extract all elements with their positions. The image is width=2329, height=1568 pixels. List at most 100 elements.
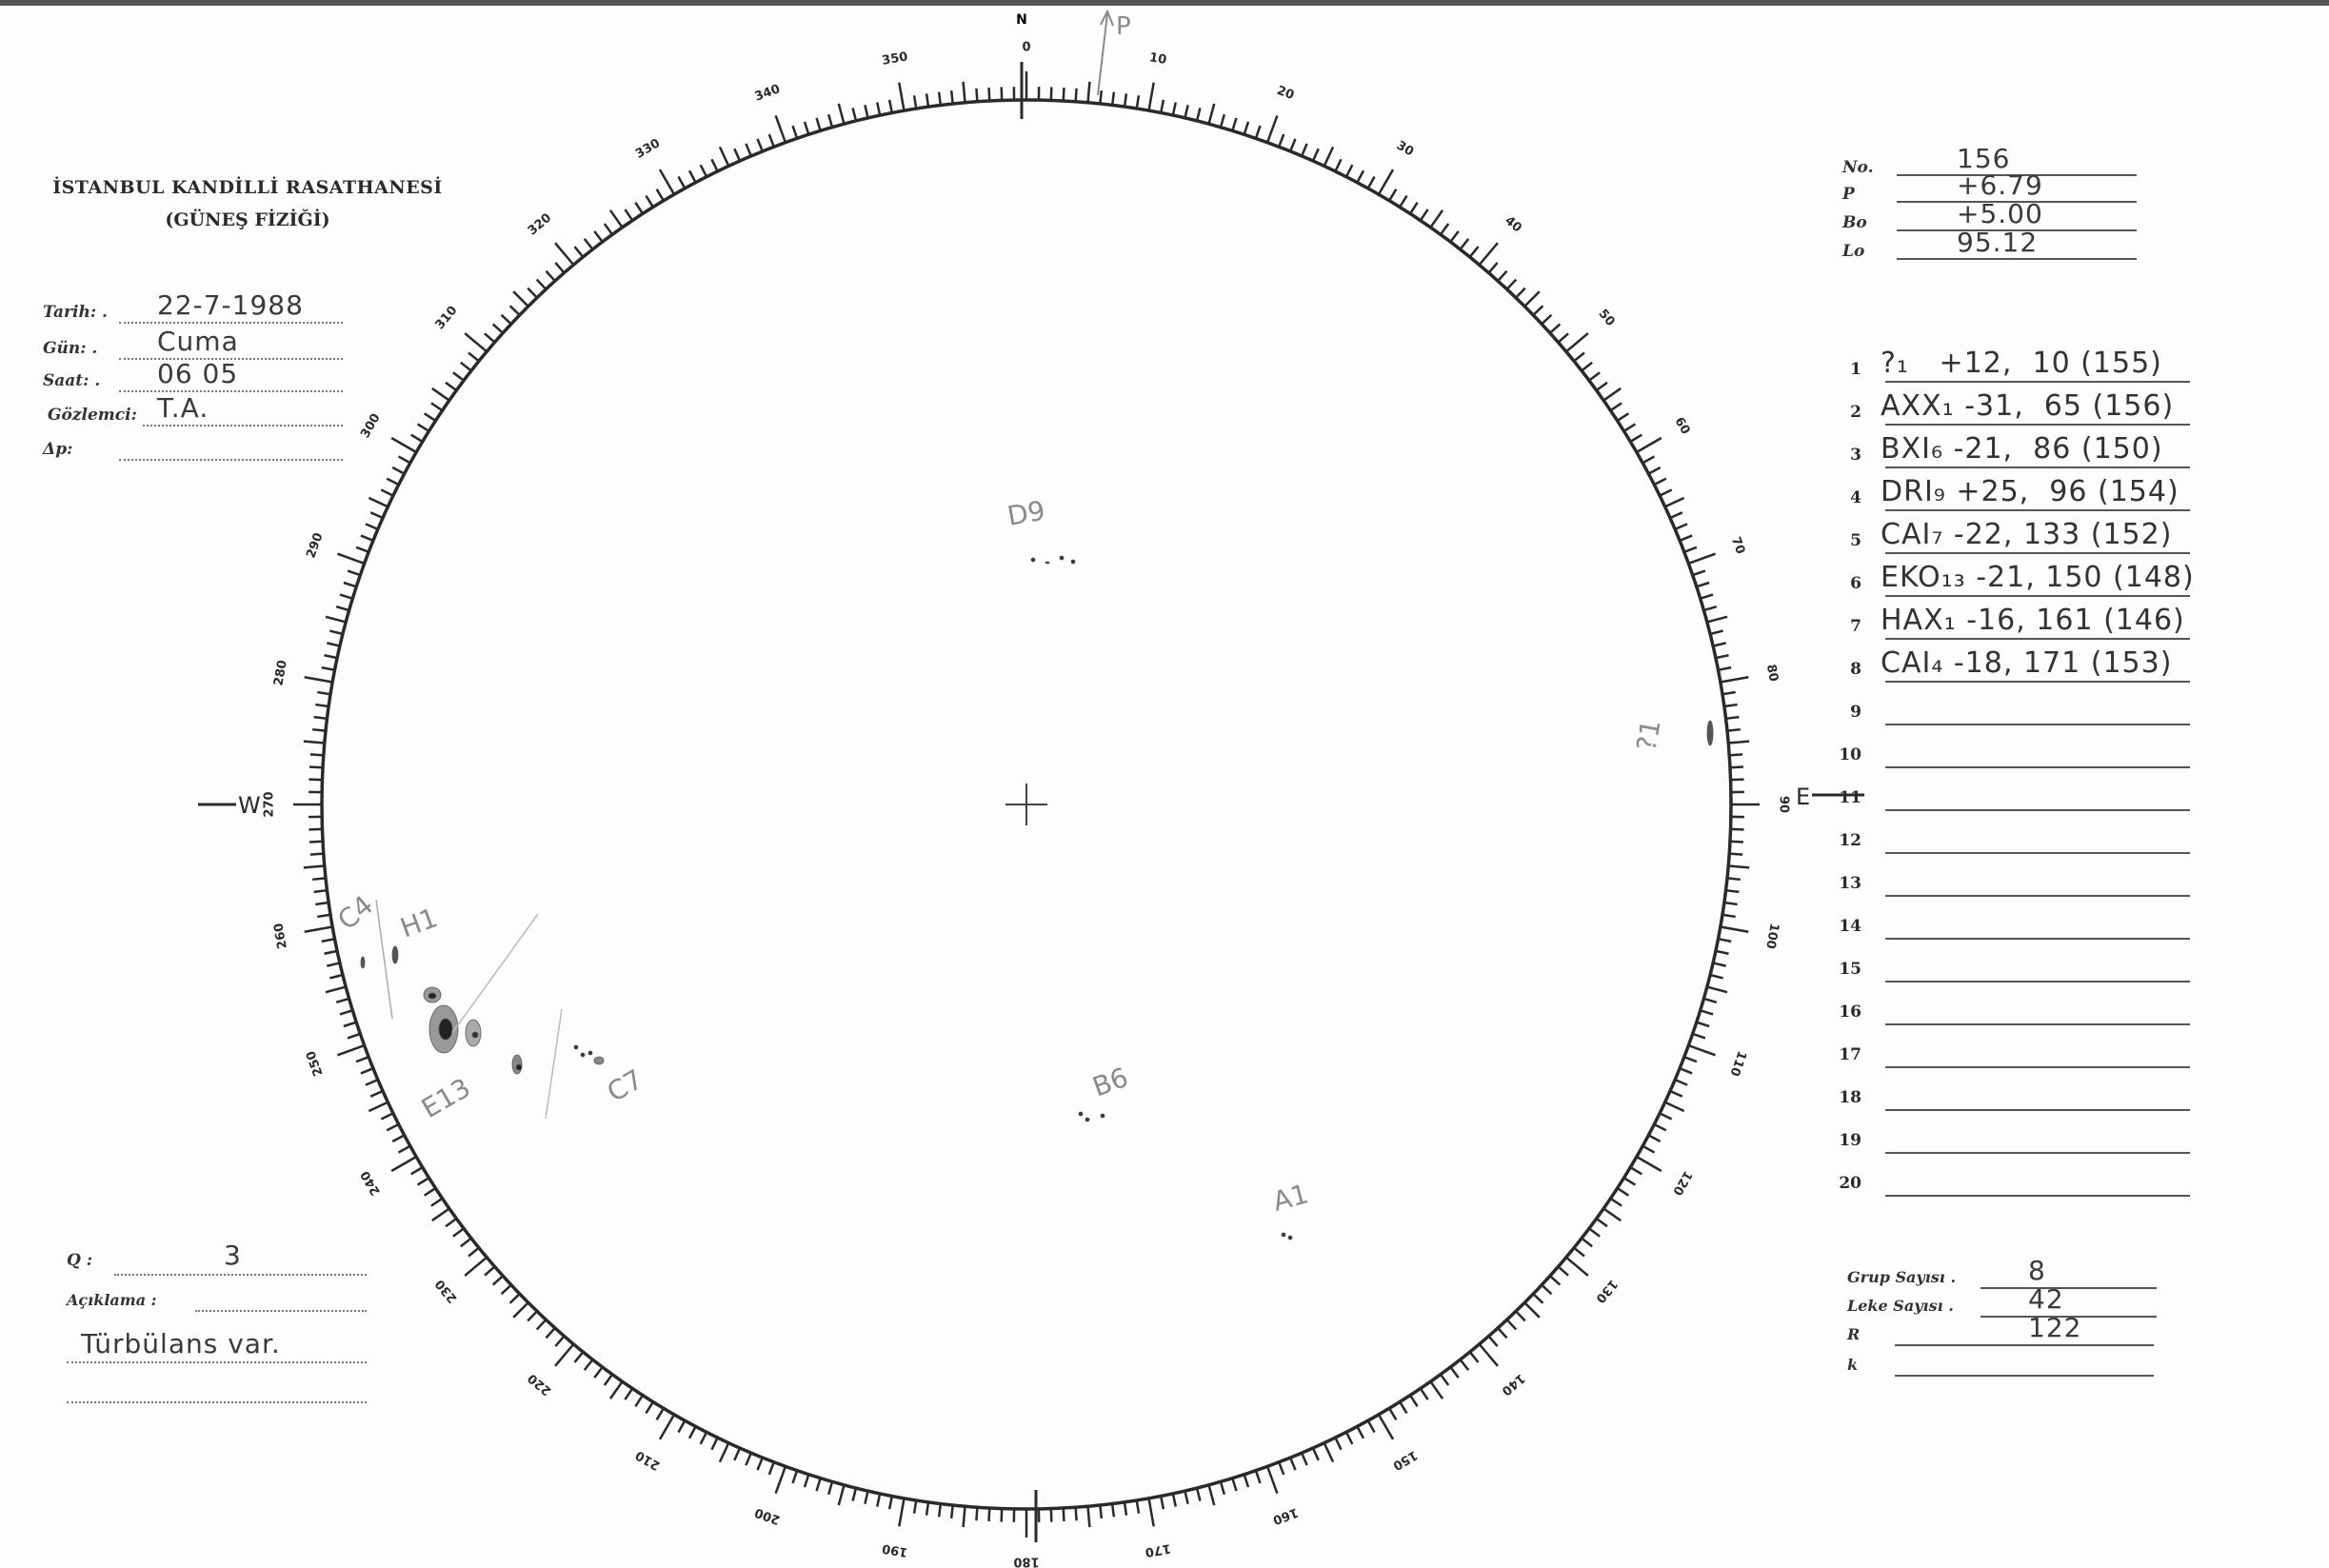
degree-tick <box>500 1283 512 1296</box>
degree-tick <box>1729 765 1744 769</box>
ring-label: 0 <box>1022 41 1030 55</box>
ring-label: 310 <box>433 304 461 332</box>
degree-tick <box>1195 1487 1202 1501</box>
degree-tick <box>634 1394 645 1408</box>
field-value-1[interactable]: Cuma <box>157 326 239 357</box>
ring-label: 250 <box>304 1049 326 1079</box>
group-row-text[interactable]: HAX₁ -16, 161 (146) <box>1881 604 2185 637</box>
degree-tick <box>464 332 488 353</box>
ephemeris-line <box>1897 174 2137 176</box>
ephemeris-value-3[interactable]: 95.12 <box>1957 227 2039 258</box>
ring-label: 180 <box>1013 1555 1039 1568</box>
degree-tick <box>583 238 594 250</box>
group-row-number: 8 <box>1850 660 1861 679</box>
q-value[interactable]: 3 <box>224 1240 242 1271</box>
group-row-text[interactable]: CAI₇ -22, 133 (152) <box>1881 518 2173 551</box>
summary-value-0[interactable]: 8 <box>2028 1255 2046 1286</box>
degree-tick <box>1532 305 1544 316</box>
group-row-text[interactable]: EKO₁₃ -21, 150 (148) <box>1881 561 2195 594</box>
summary-value-1[interactable]: 42 <box>2028 1283 2064 1315</box>
group-row-line <box>1885 938 2190 940</box>
degree-tick <box>391 1134 406 1143</box>
degree-tick <box>1709 973 1723 980</box>
ring-label: 60 <box>1671 415 1692 437</box>
institution-title: İSTANBUL KANDİLLİ RASATHANESİ <box>52 177 443 198</box>
ring-label: 240 <box>358 1168 384 1198</box>
degree-tick <box>718 146 730 167</box>
degree-tick <box>1609 1197 1622 1207</box>
ring-label: 330 <box>633 136 663 162</box>
group-row-text[interactable]: CAI₄ -18, 171 (153) <box>1881 646 2173 680</box>
degree-tick <box>1696 1021 1710 1028</box>
group-row-number: 6 <box>1850 574 1861 593</box>
degree-tick <box>1622 423 1637 432</box>
degree-tick <box>1683 1056 1698 1063</box>
group-row-line <box>1885 509 2190 511</box>
sunspot <box>580 1052 586 1058</box>
sunspot <box>471 1031 479 1039</box>
degree-tick <box>535 278 547 290</box>
degree-tick <box>1408 1394 1419 1408</box>
degree-tick <box>1702 997 1718 1004</box>
degree-tick <box>365 1078 379 1086</box>
summary-value-2[interactable]: 122 <box>2028 1312 2082 1343</box>
degree-tick <box>452 1227 465 1238</box>
degree-tick <box>677 175 687 189</box>
field-value-3[interactable]: T.A. <box>157 392 209 424</box>
field-value-2[interactable]: 06 05 <box>157 358 239 389</box>
degree-tick <box>1679 534 1693 542</box>
ephemeris-value-1[interactable]: +6.79 <box>1957 169 2043 201</box>
degree-tick <box>1278 1461 1285 1476</box>
group-row-number: 7 <box>1850 617 1861 636</box>
degree-tick <box>1344 164 1354 178</box>
group-row-number: 1 <box>1850 360 1861 379</box>
degree-tick <box>423 1186 437 1197</box>
remarks-value[interactable]: Türbülans var. <box>81 1328 281 1360</box>
group-row-number: 5 <box>1850 531 1861 550</box>
group-row-number: 20 <box>1839 1174 1861 1193</box>
sunspot <box>1100 1113 1105 1119</box>
group-row-text[interactable]: ?₁ +12, 10 (155) <box>1881 347 2162 380</box>
group-row-line <box>1885 466 2190 468</box>
degree-tick <box>962 1506 966 1528</box>
degree-tick <box>1366 1419 1376 1434</box>
ephemeris-value-0[interactable]: 156 <box>1957 143 2011 174</box>
degree-tick <box>718 1442 730 1463</box>
degree-tick <box>803 121 810 135</box>
degree-tick <box>767 1461 775 1476</box>
group-row-text[interactable]: BXI₆ -21, 86 (150) <box>1881 432 2163 466</box>
degree-tick <box>1419 208 1429 222</box>
sunspot <box>1045 561 1050 565</box>
degree-tick <box>1726 727 1742 732</box>
degree-tick <box>1515 287 1526 299</box>
group-row-text[interactable]: AXX₁ -31, 65 (156) <box>1881 389 2175 423</box>
ephemeris-value-2[interactable]: +5.00 <box>1957 198 2043 229</box>
ring-label: 150 <box>1390 1447 1420 1473</box>
degree-tick <box>1265 115 1279 144</box>
degree-tick <box>327 962 341 967</box>
degree-tick <box>677 1419 687 1434</box>
degree-tick <box>1616 1186 1630 1197</box>
degree-tick <box>1408 201 1419 215</box>
degree-tick <box>468 1246 480 1258</box>
sunspot <box>428 992 437 1000</box>
degree-tick <box>309 852 324 856</box>
degree-tick <box>898 1498 906 1527</box>
group-row-text[interactable]: DRI₉ +25, 96 (154) <box>1881 475 2180 508</box>
degree-tick <box>583 1359 594 1371</box>
degree-tick <box>337 552 366 566</box>
degree-tick <box>1687 552 1716 566</box>
field-value-0[interactable]: 22-7-1988 <box>157 289 304 321</box>
degree-tick <box>325 615 347 624</box>
group-row-line <box>1885 852 2190 854</box>
group-row-line <box>1885 595 2190 597</box>
degree-tick <box>1311 148 1320 162</box>
degree-tick <box>380 488 394 497</box>
degree-tick <box>876 102 882 116</box>
degree-tick <box>554 242 575 266</box>
group-annotation: E13 <box>416 1072 476 1124</box>
degree-tick <box>397 455 411 465</box>
field-line <box>143 425 343 427</box>
degree-tick <box>527 287 538 299</box>
degree-tick <box>1722 690 1736 696</box>
